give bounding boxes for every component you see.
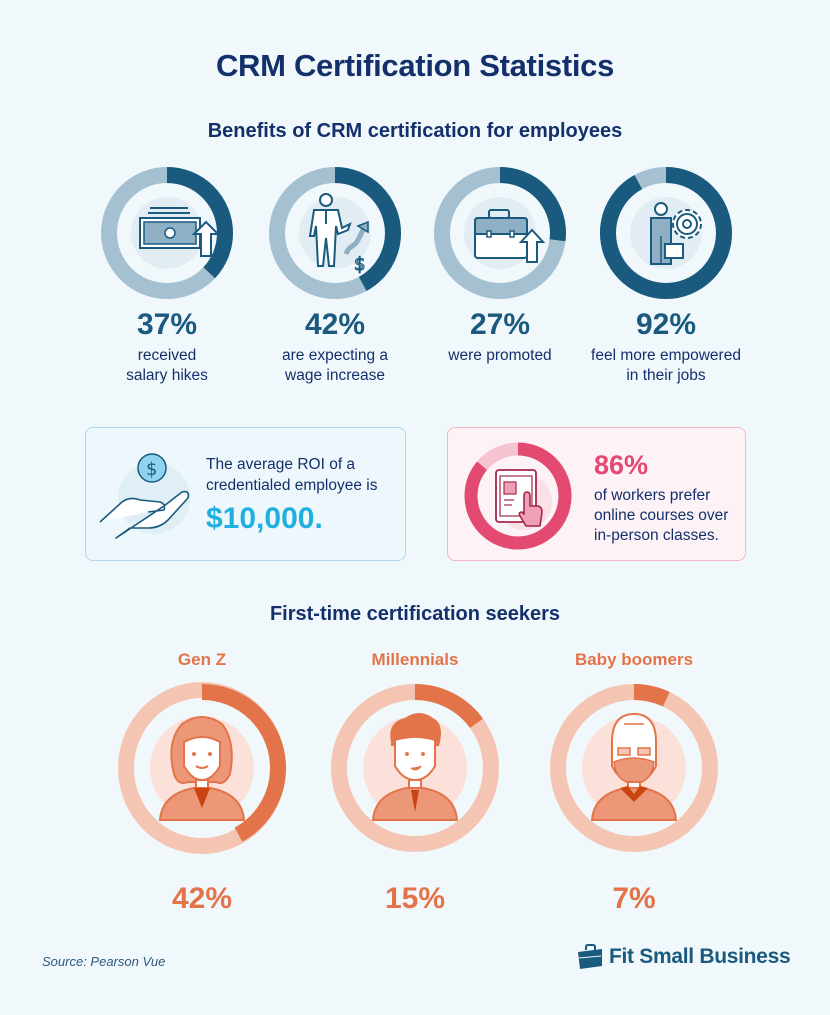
benefit-wage-increase: $ 42% are expecting a wage increase bbox=[250, 166, 420, 386]
benefit-label: are expecting a wage increase bbox=[250, 346, 420, 386]
donut-chart bbox=[100, 166, 234, 300]
online-line: online courses over bbox=[594, 507, 729, 524]
benefit-label: were promoted bbox=[415, 346, 585, 366]
page-title: CRM Certification Statistics bbox=[215, 48, 615, 83]
generation-label: Baby boomers bbox=[574, 650, 694, 669]
benefit-promoted: 27% were promoted bbox=[415, 166, 585, 366]
benefit-value: 42% bbox=[304, 308, 366, 341]
seeker-gen-z: Gen Z 42% bbox=[112, 650, 292, 916]
label-line: feel more empowered bbox=[591, 347, 741, 364]
gen-z-avatar-icon bbox=[158, 716, 246, 821]
benefit-value: 92% bbox=[635, 308, 697, 341]
seekers-heading: First-time certification seekers bbox=[269, 603, 561, 625]
person-growth-icon: $ bbox=[308, 193, 369, 276]
benefit-salary-hikes: 37% received salary hikes bbox=[82, 166, 252, 386]
roi-line: The average ROI of a bbox=[206, 456, 356, 473]
donut-chart bbox=[116, 682, 288, 854]
roi-description: The average ROI of a credentialed employ… bbox=[206, 454, 377, 496]
brand-logo: Fit Small Business bbox=[577, 944, 791, 970]
online-value: 86% bbox=[594, 450, 649, 480]
online-description: of workers prefer online courses over in… bbox=[594, 486, 728, 546]
donut-chart: $ bbox=[268, 166, 402, 300]
millennial-avatar-icon bbox=[371, 713, 459, 821]
benefit-value: 37% bbox=[136, 308, 198, 341]
roi-value: $10,000. bbox=[206, 502, 323, 535]
baby-boomer-avatar-icon bbox=[590, 712, 678, 821]
benefit-label: feel more empowered in their jobs bbox=[581, 346, 751, 386]
person-gear-icon bbox=[650, 202, 702, 265]
label-line: in their jobs bbox=[626, 367, 706, 384]
label-line: received bbox=[137, 347, 197, 364]
tablet-touch-icon bbox=[495, 469, 543, 527]
hand-coin-icon: $ bbox=[99, 453, 190, 539]
generation-value: 7% bbox=[612, 882, 656, 915]
source-citation: Source: Pearson Vue bbox=[42, 954, 166, 969]
label-line: were promoted bbox=[448, 347, 552, 364]
briefcase-up-icon bbox=[474, 209, 546, 263]
label-line: wage increase bbox=[285, 367, 385, 384]
online-line: in-person classes. bbox=[594, 527, 719, 544]
benefit-value: 27% bbox=[469, 308, 531, 341]
benefits-heading: Benefits of CRM certification for employ… bbox=[207, 120, 623, 142]
donut-chart bbox=[599, 166, 733, 300]
benefit-label: received salary hikes bbox=[82, 346, 252, 386]
online-line: of workers prefer bbox=[594, 487, 711, 504]
brand-name: Fit Small Business bbox=[609, 945, 791, 968]
online-courses-card: 86% of workers prefer online courses ove… bbox=[447, 427, 746, 561]
svg-text:$: $ bbox=[354, 254, 365, 275]
seeker-baby-boomers: Baby boomers 7% bbox=[544, 650, 724, 916]
briefcase-logo-icon bbox=[578, 944, 602, 969]
seeker-millennials: Millennials 15% bbox=[325, 650, 505, 916]
generation-value: 15% bbox=[384, 882, 446, 915]
roi-line: credentialed employee is bbox=[206, 477, 378, 494]
money-up-icon bbox=[139, 207, 221, 257]
svg-text:$: $ bbox=[146, 459, 157, 480]
donut-chart bbox=[329, 682, 501, 854]
roi-card: $ The average ROI of a credentialed empl… bbox=[85, 427, 406, 561]
label-line: salary hikes bbox=[126, 367, 208, 384]
benefit-empowered: 92% feel more empowered in their jobs bbox=[581, 166, 751, 386]
donut-chart bbox=[548, 682, 720, 854]
label-line: are expecting a bbox=[282, 347, 388, 364]
donut-chart bbox=[433, 166, 567, 300]
generation-label: Gen Z bbox=[177, 650, 227, 669]
donut-chart bbox=[462, 440, 574, 552]
generation-label: Millennials bbox=[371, 650, 459, 669]
generation-value: 42% bbox=[171, 882, 233, 915]
